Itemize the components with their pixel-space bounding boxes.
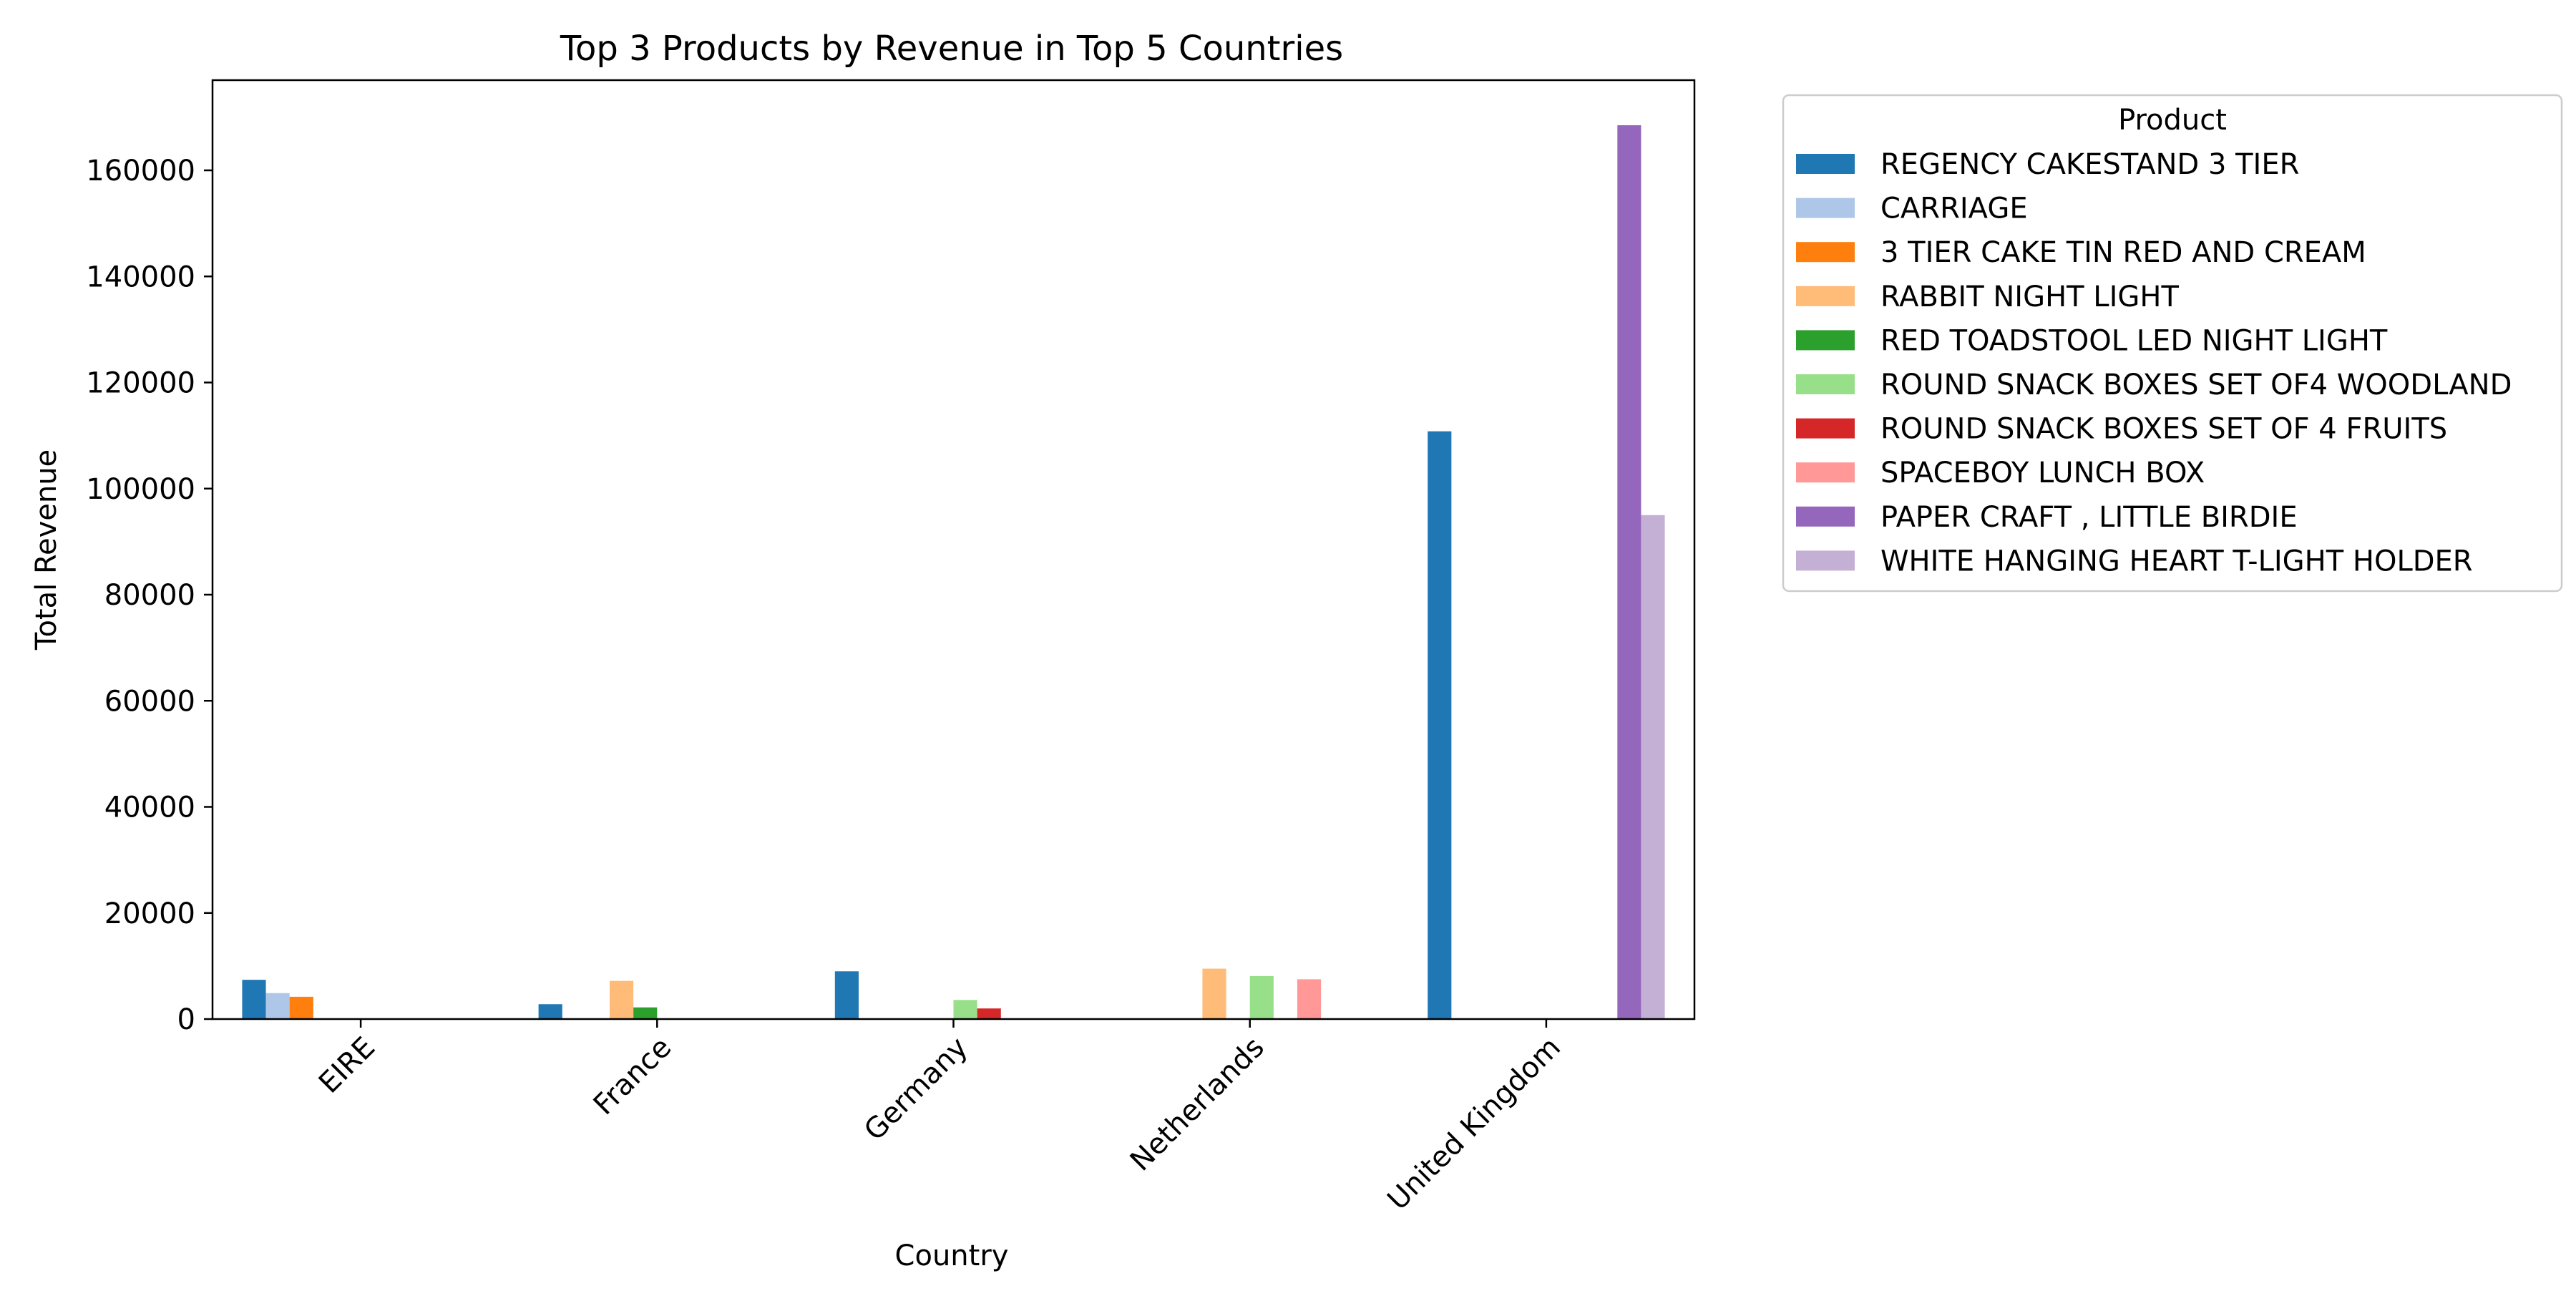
legend-swatch (1796, 550, 1855, 571)
y-tick-label: 0 (177, 1003, 195, 1036)
legend-label: PAPER CRAFT , LITTLE BIRDIE (1880, 501, 2298, 534)
bar-eire-0 (242, 980, 266, 1019)
bar-germany-5 (953, 1000, 977, 1019)
legend-swatch (1796, 418, 1855, 439)
legend-swatch (1796, 286, 1855, 306)
legend-label: RED TOADSTOOL LED NIGHT LIGHT (1880, 324, 2388, 357)
bar-france-3 (610, 980, 634, 1019)
bar-germany-6 (977, 1008, 1001, 1019)
legend-label: CARRIAGE (1880, 193, 2028, 225)
legend-label: ROUND SNACK BOXES SET OF 4 FRUITS (1880, 413, 2447, 446)
legend-swatch (1796, 198, 1855, 218)
legend-box (1782, 94, 2563, 593)
bar-united-kingdom-9 (1641, 515, 1665, 1019)
y-axis-label: Total Revenue (30, 449, 63, 651)
bars-layer (242, 125, 1665, 1019)
bar-netherlands-3 (1202, 968, 1226, 1019)
legend-label: WHITE HANGING HEART T-LIGHT HOLDER (1880, 545, 2473, 578)
chart-title: Top 3 Products by Revenue in Top 5 Count… (560, 29, 1343, 69)
bar-germany-0 (834, 971, 859, 1019)
bar-eire-1 (265, 993, 290, 1019)
y-tick-label: 100000 (86, 473, 195, 506)
legend-swatch (1796, 330, 1855, 351)
y-tick-label: 120000 (86, 367, 195, 400)
x-tick-label: Germany (858, 1031, 975, 1148)
bar-france-4 (633, 1007, 658, 1019)
bar-united-kingdom-0 (1428, 431, 1452, 1019)
y-tick-label: 40000 (104, 791, 195, 824)
bar-united-kingdom-8 (1617, 125, 1641, 1019)
legend-label: 3 TIER CAKE TIN RED AND CREAM (1880, 236, 2366, 269)
y-tick-label: 140000 (86, 260, 195, 293)
legend: Product REGENCY CAKESTAND 3 TIER CARRIAGE 3… (1782, 94, 2563, 593)
legend-swatch (1796, 154, 1855, 174)
x-tick-label: EIRE (313, 1031, 381, 1100)
legend-swatch (1796, 462, 1855, 483)
legend-title: Product (2118, 104, 2227, 137)
legend-swatch (1796, 374, 1855, 394)
x-tick-label: United Kingdom (1381, 1031, 1567, 1217)
bar-netherlands-7 (1297, 979, 1322, 1019)
y-tick-label: 160000 (86, 155, 195, 187)
plot-frame (211, 79, 1696, 1020)
bar-france-0 (538, 1004, 562, 1019)
x-axis-label: Country (895, 1239, 1009, 1272)
legend-label: ROUND SNACK BOXES SET OF4 WOODLAND (1880, 369, 2512, 401)
legend-swatch (1796, 242, 1855, 263)
bar-netherlands-5 (1249, 975, 1274, 1019)
y-tick-label: 20000 (104, 897, 195, 930)
legend-label: REGENCY CAKESTAND 3 TIER (1880, 148, 2299, 181)
axes-layer: 0 20000 40000 60000 80000 100000 120000 140000 1… (86, 79, 1696, 1217)
legend-label: RABBIT NIGHT LIGHT (1880, 281, 2179, 313)
y-tick-label: 60000 (104, 685, 195, 718)
y-tick-label: 80000 (104, 579, 195, 612)
legend-swatch (1796, 506, 1855, 527)
legend-label: SPACEBOY LUNCH BOX (1880, 457, 2205, 489)
x-tick-label: Netherlands (1124, 1031, 1271, 1178)
bar-eire-2 (289, 996, 313, 1019)
x-tick-label: France (587, 1031, 678, 1122)
